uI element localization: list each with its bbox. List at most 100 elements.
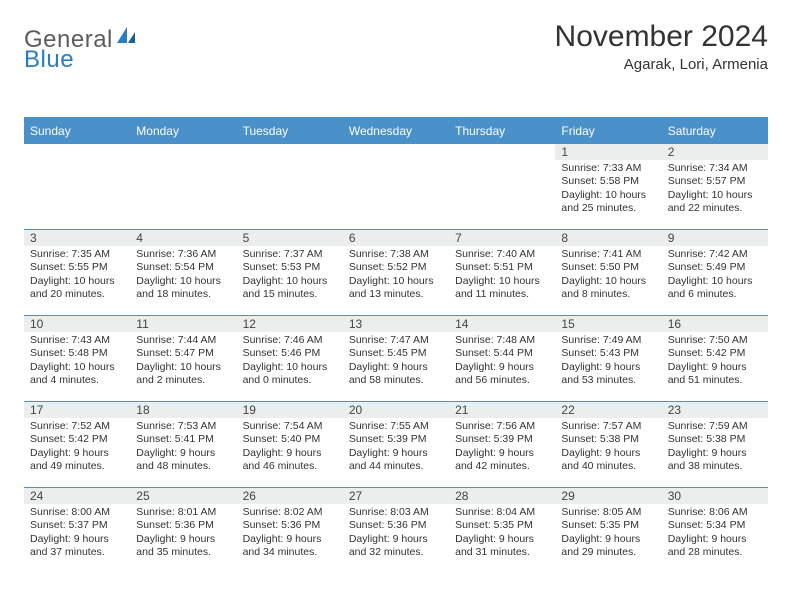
day-body: Sunrise: 7:36 AMSunset: 5:54 PMDaylight:… bbox=[130, 246, 236, 307]
day-body: Sunrise: 7:46 AMSunset: 5:46 PMDaylight:… bbox=[237, 332, 343, 393]
title-block: November 2024 Agarak, Lori, Armenia bbox=[555, 20, 768, 73]
daylight-text: Daylight: 9 hours and 44 minutes. bbox=[349, 447, 443, 474]
sunrise-text: Sunrise: 7:33 AM bbox=[561, 162, 655, 176]
page-title: November 2024 bbox=[555, 20, 768, 54]
sunset-text: Sunset: 5:36 PM bbox=[136, 519, 230, 533]
logo-sail-icon bbox=[115, 25, 137, 50]
sunset-text: Sunset: 5:49 PM bbox=[668, 261, 762, 275]
day-body: Sunrise: 7:38 AMSunset: 5:52 PMDaylight:… bbox=[343, 246, 449, 307]
sunset-text: Sunset: 5:41 PM bbox=[136, 433, 230, 447]
calendar-day-cell bbox=[449, 143, 555, 229]
calendar-day-cell: 6Sunrise: 7:38 AMSunset: 5:52 PMDaylight… bbox=[343, 229, 449, 315]
sunset-text: Sunset: 5:34 PM bbox=[668, 519, 762, 533]
day-body: Sunrise: 8:04 AMSunset: 5:35 PMDaylight:… bbox=[449, 504, 555, 565]
day-number: 3 bbox=[24, 230, 130, 246]
day-number: 14 bbox=[449, 316, 555, 332]
sunrise-text: Sunrise: 8:04 AM bbox=[455, 506, 549, 520]
sunrise-text: Sunrise: 7:53 AM bbox=[136, 420, 230, 434]
daylight-text: Daylight: 9 hours and 29 minutes. bbox=[561, 533, 655, 560]
calendar-day-cell: 9Sunrise: 7:42 AMSunset: 5:49 PMDaylight… bbox=[662, 229, 768, 315]
calendar-day-cell: 17Sunrise: 7:52 AMSunset: 5:42 PMDayligh… bbox=[24, 401, 130, 487]
day-body: Sunrise: 7:34 AMSunset: 5:57 PMDaylight:… bbox=[662, 160, 768, 221]
daylight-text: Daylight: 9 hours and 56 minutes. bbox=[455, 361, 549, 388]
day-number: 17 bbox=[24, 402, 130, 418]
day-number: 7 bbox=[449, 230, 555, 246]
sunrise-text: Sunrise: 7:41 AM bbox=[561, 248, 655, 262]
sunrise-text: Sunrise: 7:54 AM bbox=[243, 420, 337, 434]
sunrise-text: Sunrise: 8:05 AM bbox=[561, 506, 655, 520]
day-number: 1 bbox=[555, 144, 661, 160]
sunset-text: Sunset: 5:53 PM bbox=[243, 261, 337, 275]
day-body: Sunrise: 7:33 AMSunset: 5:58 PMDaylight:… bbox=[555, 160, 661, 221]
sunrise-text: Sunrise: 7:48 AM bbox=[455, 334, 549, 348]
calendar-day-cell: 18Sunrise: 7:53 AMSunset: 5:41 PMDayligh… bbox=[130, 401, 236, 487]
sunset-text: Sunset: 5:38 PM bbox=[668, 433, 762, 447]
calendar-day-cell: 19Sunrise: 7:54 AMSunset: 5:40 PMDayligh… bbox=[237, 401, 343, 487]
daylight-text: Daylight: 10 hours and 22 minutes. bbox=[668, 189, 762, 216]
day-body: Sunrise: 7:48 AMSunset: 5:44 PMDaylight:… bbox=[449, 332, 555, 393]
sunrise-text: Sunrise: 7:52 AM bbox=[30, 420, 124, 434]
sunrise-text: Sunrise: 7:37 AM bbox=[243, 248, 337, 262]
sunset-text: Sunset: 5:40 PM bbox=[243, 433, 337, 447]
weekday-header: Thursday bbox=[449, 119, 555, 143]
calendar-day-cell: 8Sunrise: 7:41 AMSunset: 5:50 PMDaylight… bbox=[555, 229, 661, 315]
day-body: Sunrise: 7:47 AMSunset: 5:45 PMDaylight:… bbox=[343, 332, 449, 393]
daylight-text: Daylight: 10 hours and 20 minutes. bbox=[30, 275, 124, 302]
sunrise-text: Sunrise: 7:34 AM bbox=[668, 162, 762, 176]
sunrise-text: Sunrise: 7:50 AM bbox=[668, 334, 762, 348]
day-body: Sunrise: 7:50 AMSunset: 5:42 PMDaylight:… bbox=[662, 332, 768, 393]
sunset-text: Sunset: 5:52 PM bbox=[349, 261, 443, 275]
calendar-day-cell: 12Sunrise: 7:46 AMSunset: 5:46 PMDayligh… bbox=[237, 315, 343, 401]
calendar-day-cell: 22Sunrise: 7:57 AMSunset: 5:38 PMDayligh… bbox=[555, 401, 661, 487]
calendar-day-cell: 29Sunrise: 8:05 AMSunset: 5:35 PMDayligh… bbox=[555, 487, 661, 573]
sunset-text: Sunset: 5:50 PM bbox=[561, 261, 655, 275]
day-number: 8 bbox=[555, 230, 661, 246]
daylight-text: Daylight: 9 hours and 40 minutes. bbox=[561, 447, 655, 474]
day-number: 28 bbox=[449, 488, 555, 504]
day-body: Sunrise: 7:52 AMSunset: 5:42 PMDaylight:… bbox=[24, 418, 130, 479]
weekday-header: Sunday bbox=[24, 119, 130, 143]
day-number: 16 bbox=[662, 316, 768, 332]
calendar-day-cell bbox=[24, 143, 130, 229]
day-number: 9 bbox=[662, 230, 768, 246]
day-number: 15 bbox=[555, 316, 661, 332]
sunrise-text: Sunrise: 8:02 AM bbox=[243, 506, 337, 520]
calendar-day-cell: 24Sunrise: 8:00 AMSunset: 5:37 PMDayligh… bbox=[24, 487, 130, 573]
weekday-header: Saturday bbox=[662, 119, 768, 143]
weekday-header: Friday bbox=[555, 119, 661, 143]
day-body: Sunrise: 7:55 AMSunset: 5:39 PMDaylight:… bbox=[343, 418, 449, 479]
day-body: Sunrise: 8:00 AMSunset: 5:37 PMDaylight:… bbox=[24, 504, 130, 565]
sunset-text: Sunset: 5:58 PM bbox=[561, 175, 655, 189]
daylight-text: Daylight: 9 hours and 42 minutes. bbox=[455, 447, 549, 474]
sunset-text: Sunset: 5:39 PM bbox=[455, 433, 549, 447]
daylight-text: Daylight: 9 hours and 53 minutes. bbox=[561, 361, 655, 388]
sunset-text: Sunset: 5:36 PM bbox=[243, 519, 337, 533]
calendar-day-cell: 1Sunrise: 7:33 AMSunset: 5:58 PMDaylight… bbox=[555, 143, 661, 229]
daylight-text: Daylight: 10 hours and 4 minutes. bbox=[30, 361, 124, 388]
calendar-week-row: 1Sunrise: 7:33 AMSunset: 5:58 PMDaylight… bbox=[24, 143, 768, 229]
calendar-week-row: 3Sunrise: 7:35 AMSunset: 5:55 PMDaylight… bbox=[24, 229, 768, 315]
daylight-text: Daylight: 9 hours and 58 minutes. bbox=[349, 361, 443, 388]
calendar-week-row: 17Sunrise: 7:52 AMSunset: 5:42 PMDayligh… bbox=[24, 401, 768, 487]
daylight-text: Daylight: 10 hours and 0 minutes. bbox=[243, 361, 337, 388]
day-number: 20 bbox=[343, 402, 449, 418]
sunset-text: Sunset: 5:38 PM bbox=[561, 433, 655, 447]
sunset-text: Sunset: 5:43 PM bbox=[561, 347, 655, 361]
daylight-text: Daylight: 10 hours and 25 minutes. bbox=[561, 189, 655, 216]
sunset-text: Sunset: 5:57 PM bbox=[668, 175, 762, 189]
daylight-text: Daylight: 10 hours and 18 minutes. bbox=[136, 275, 230, 302]
page-subtitle: Agarak, Lori, Armenia bbox=[555, 56, 768, 73]
calendar-day-cell: 23Sunrise: 7:59 AMSunset: 5:38 PMDayligh… bbox=[662, 401, 768, 487]
sunset-text: Sunset: 5:48 PM bbox=[30, 347, 124, 361]
sunrise-text: Sunrise: 7:57 AM bbox=[561, 420, 655, 434]
daylight-text: Daylight: 9 hours and 28 minutes. bbox=[668, 533, 762, 560]
daylight-text: Daylight: 9 hours and 34 minutes. bbox=[243, 533, 337, 560]
day-number: 30 bbox=[662, 488, 768, 504]
calendar-day-cell: 15Sunrise: 7:49 AMSunset: 5:43 PMDayligh… bbox=[555, 315, 661, 401]
day-number: 5 bbox=[237, 230, 343, 246]
day-body: Sunrise: 7:54 AMSunset: 5:40 PMDaylight:… bbox=[237, 418, 343, 479]
sunrise-text: Sunrise: 7:56 AM bbox=[455, 420, 549, 434]
day-body: Sunrise: 7:49 AMSunset: 5:43 PMDaylight:… bbox=[555, 332, 661, 393]
day-body: Sunrise: 7:35 AMSunset: 5:55 PMDaylight:… bbox=[24, 246, 130, 307]
daylight-text: Daylight: 9 hours and 46 minutes. bbox=[243, 447, 337, 474]
